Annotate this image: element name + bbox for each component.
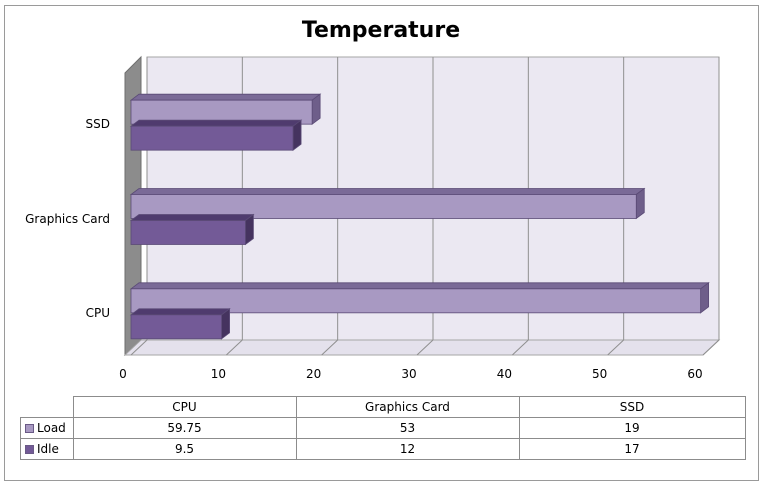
gridline-floor: [225, 339, 243, 356]
plot-floor: [123, 339, 721, 356]
gridline-floor: [607, 339, 625, 356]
data-table-row-header: Idle: [20, 438, 74, 460]
bar-idle-cpu: [130, 314, 222, 340]
gridline-floor: [130, 339, 148, 356]
gridline-floor: [511, 339, 529, 356]
gridline-floor: [702, 339, 720, 356]
bar-idle-graphics-card: [130, 220, 246, 245]
idle-swatch: [25, 445, 34, 454]
series-label-load: Load: [37, 421, 66, 435]
data-table-header-row: CPU Graphics Card SSD: [21, 396, 746, 418]
data-table-cell: 53: [295, 417, 520, 439]
data-table-corner: [21, 397, 74, 418]
bar-idle-ssd: [130, 125, 294, 151]
data-table-cell: 12: [295, 438, 520, 460]
bar-top-load-ssd: [129, 93, 322, 101]
data-table-row-idle: Idle 9.5 12 17: [20, 438, 746, 460]
data-table-row-header: Load: [20, 417, 74, 439]
x-tick-label: 60: [687, 367, 703, 381]
category-label: CPU: [85, 305, 110, 320]
load-swatch: [25, 424, 34, 433]
data-table: CPU Graphics Card SSD Load 59.75 53 19 I…: [20, 396, 746, 460]
data-table-cell: 19: [518, 417, 746, 439]
x-tick-label: 50: [592, 367, 608, 381]
bar-top-idle-graphics-card: [129, 214, 255, 221]
data-table-cell: 17: [518, 438, 746, 460]
data-table-row-load: Load 59.75 53 19: [20, 417, 746, 439]
x-tick-label: 10: [210, 367, 226, 381]
chart-title: Temperature: [301, 18, 461, 43]
bar-top-load-cpu: [129, 282, 710, 290]
series-label-idle: Idle: [37, 442, 59, 456]
bar-top-idle-ssd: [129, 119, 303, 127]
x-tick-label: 0: [119, 367, 127, 381]
category-label: Graphics Card: [25, 211, 110, 226]
bar-top-load-graphics-card: [129, 188, 646, 195]
gridline-floor: [416, 339, 434, 356]
gridline-floor: [321, 339, 339, 356]
data-table-header-cpu: CPU: [72, 396, 297, 418]
bar-top-idle-cpu: [129, 308, 231, 316]
data-table-cell: 9.5: [72, 438, 297, 460]
data-table-header-ssd: SSD: [518, 396, 746, 418]
data-table-header-graphics-card: Graphics Card: [295, 396, 520, 418]
x-tick-label: 30: [401, 367, 417, 381]
x-tick-label: 40: [496, 367, 512, 381]
data-table-cell: 59.75: [72, 417, 297, 439]
category-label: SSD: [85, 117, 110, 132]
x-tick-label: 20: [306, 367, 322, 381]
